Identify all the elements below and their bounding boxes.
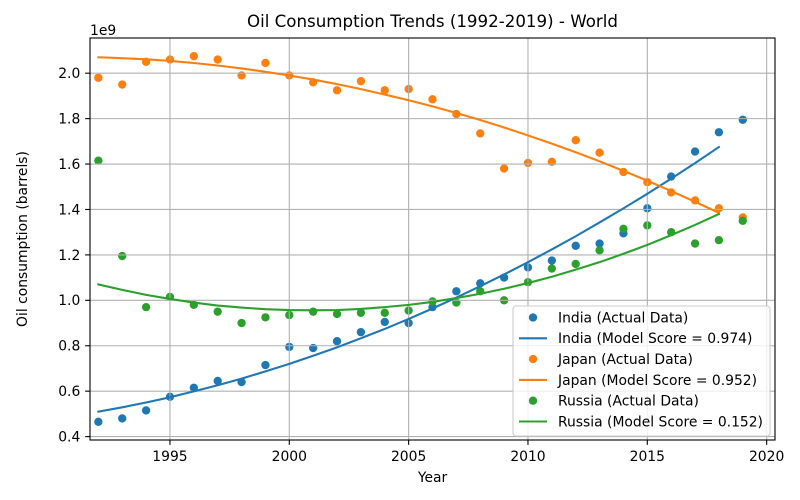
axes-frame bbox=[89, 37, 776, 441]
russia-actual-point bbox=[141, 302, 151, 312]
india-actual-point bbox=[547, 256, 557, 265]
russia-model-line bbox=[97, 212, 721, 312]
india-actual-point bbox=[690, 147, 700, 156]
legend: India (Actual Data) India (Model Score = … bbox=[512, 305, 771, 437]
model-line-layer bbox=[97, 56, 721, 413]
y-tick-label: 1.4 bbox=[58, 202, 80, 218]
russia-actual-point bbox=[94, 156, 103, 165]
india-actual-point bbox=[94, 417, 103, 426]
russia-actual-point bbox=[261, 313, 270, 322]
russia-actual-point bbox=[332, 309, 342, 319]
japan-actual-point bbox=[213, 55, 222, 64]
russia-actual-point bbox=[690, 239, 700, 248]
y-axis: 0.4 0.6 0.8 1.0 1.2 1.4 1.6 1.8 2.0 bbox=[58, 66, 90, 445]
india-model-line bbox=[97, 145, 721, 413]
russia-actual-point bbox=[571, 259, 580, 269]
legend-label: Russia (Model Score = 0.152) bbox=[558, 414, 763, 430]
y-tick-label: 0.8 bbox=[58, 339, 80, 355]
russia-actual-point bbox=[356, 308, 366, 317]
x-tick-label: 2005 bbox=[391, 449, 426, 465]
india-actual-point bbox=[141, 406, 151, 415]
x-axis: 1995 2000 2005 2010 2015 2020 bbox=[152, 440, 784, 465]
india-actual-point bbox=[667, 172, 676, 181]
legend-label: Japan (Actual Data) bbox=[557, 352, 693, 368]
legend-item-russia-actual: Russia (Actual Data) bbox=[528, 394, 699, 410]
y-tick-label: 2.0 bbox=[58, 66, 80, 82]
legend-label: Japan (Model Score = 0.952) bbox=[557, 373, 757, 389]
japan-actual-point bbox=[261, 58, 270, 68]
y-tick-label: 1.6 bbox=[58, 157, 80, 173]
x-axis-label: Year bbox=[417, 470, 448, 486]
legend-item-japan-model: Japan (Model Score = 0.952) bbox=[519, 373, 757, 389]
chart-title: Oil Consumption Trends (1992-2019) - Wor… bbox=[247, 12, 618, 31]
india-actual-point bbox=[452, 287, 461, 296]
india-actual-point bbox=[332, 337, 342, 346]
x-tick-label: 2015 bbox=[630, 449, 665, 465]
x-tick-label: 1995 bbox=[152, 449, 187, 465]
legend-frame bbox=[512, 305, 771, 437]
y-tick-label: 1.8 bbox=[58, 111, 80, 127]
russia-actual-point bbox=[308, 307, 318, 316]
legend-russia-marker bbox=[528, 396, 538, 405]
russia-actual-point bbox=[237, 318, 246, 328]
russia-actual-point bbox=[619, 224, 628, 233]
legend-item-japan-actual: Japan (Actual Data) bbox=[528, 352, 693, 368]
japan-actual-point bbox=[237, 71, 246, 80]
y-tick-label: 0.6 bbox=[58, 384, 80, 400]
india-actual-point bbox=[571, 241, 580, 250]
japan-actual-point bbox=[118, 80, 127, 89]
japan-actual-point bbox=[476, 129, 485, 138]
legend-item-india-actual: India (Actual Data) bbox=[528, 310, 688, 326]
india-actual-point bbox=[261, 360, 270, 370]
y-tick-label: 0.4 bbox=[58, 429, 80, 445]
japan-actual-point bbox=[356, 76, 366, 86]
y-axis-offset-label: 1e9 bbox=[90, 23, 116, 39]
legend-label: India (Actual Data) bbox=[558, 310, 688, 326]
india-actual-point bbox=[118, 414, 127, 423]
x-tick-label: 2000 bbox=[272, 449, 307, 465]
japan-actual-point bbox=[332, 86, 342, 95]
russia-actual-point bbox=[738, 216, 747, 225]
india-actual-point bbox=[356, 327, 366, 337]
japan-model-line bbox=[97, 56, 721, 215]
x-tick-label: 2020 bbox=[749, 449, 784, 465]
japan-actual-point bbox=[571, 136, 580, 145]
india-actual-point bbox=[380, 317, 389, 327]
legend-india-marker bbox=[528, 313, 538, 322]
y-tick-label: 1.2 bbox=[58, 248, 80, 264]
x-tick-label: 2010 bbox=[510, 449, 545, 465]
y-tick-label: 1.0 bbox=[58, 293, 80, 309]
japan-actual-point bbox=[499, 164, 509, 173]
india-actual-point bbox=[595, 239, 604, 248]
japan-actual-point bbox=[94, 73, 103, 82]
russia-actual-point bbox=[547, 264, 557, 273]
russia-actual-point bbox=[714, 235, 724, 245]
japan-actual-point bbox=[428, 95, 437, 104]
legend-item-india-model: India (Model Score = 0.974) bbox=[519, 331, 752, 347]
grid bbox=[90, 38, 775, 440]
y-axis-label: Oil consumption (barrels) bbox=[15, 151, 31, 327]
india-actual-point bbox=[308, 343, 318, 353]
russia-actual-point bbox=[380, 308, 389, 317]
japan-actual-point bbox=[547, 157, 557, 166]
india-actual-point bbox=[213, 376, 222, 386]
legend-item-russia-model: Russia (Model Score = 0.152) bbox=[519, 414, 763, 430]
india-actual-point bbox=[738, 115, 747, 124]
india-actual-point bbox=[714, 128, 724, 137]
russia-actual-point bbox=[118, 251, 127, 261]
legend-label: India (Model Score = 0.974) bbox=[558, 331, 752, 347]
japan-actual-point bbox=[380, 86, 389, 95]
russia-actual-point bbox=[595, 246, 604, 255]
russia-actual-point bbox=[213, 307, 222, 316]
legend-label: Russia (Actual Data) bbox=[558, 394, 699, 410]
japan-actual-point bbox=[714, 204, 724, 213]
japan-actual-point bbox=[189, 52, 198, 61]
legend-japan-marker bbox=[528, 354, 538, 364]
japan-actual-point bbox=[595, 148, 604, 157]
